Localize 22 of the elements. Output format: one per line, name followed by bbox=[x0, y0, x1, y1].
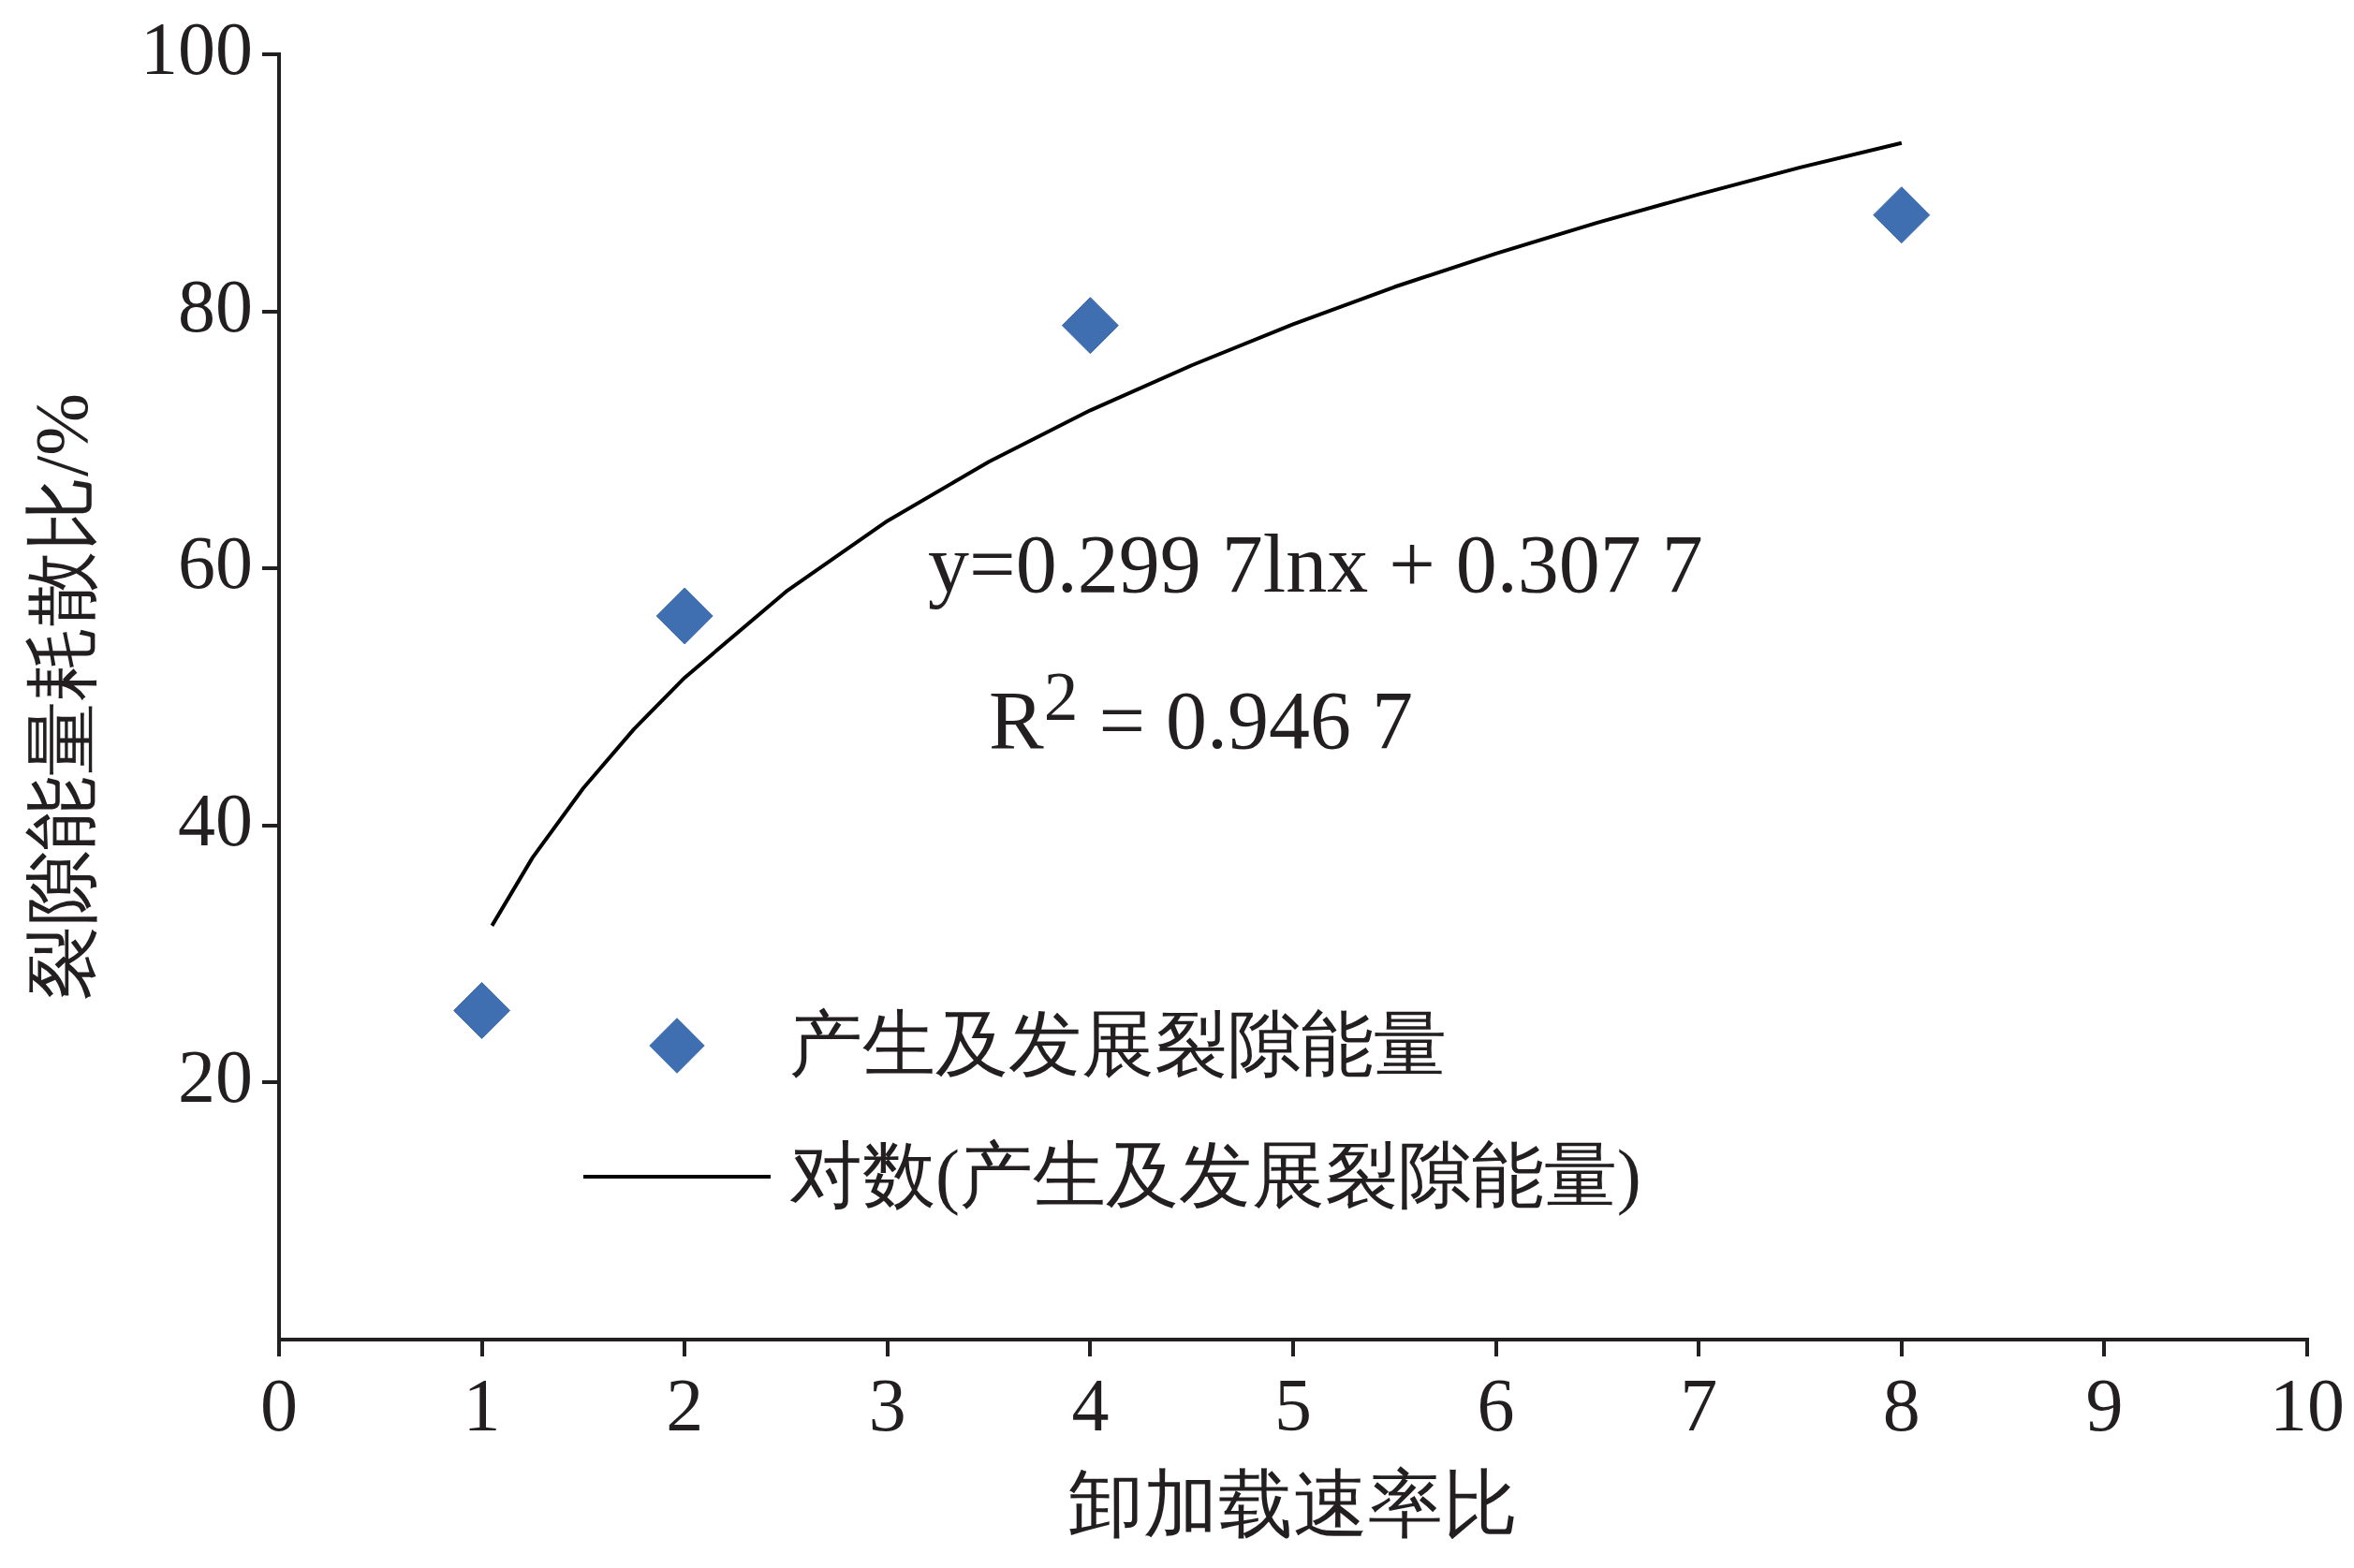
x-tick-label: 8 bbox=[1882, 1364, 1920, 1447]
annotation: R$^{2}$ = 0.946 7 bbox=[989, 658, 1414, 769]
x-tick-label: 1 bbox=[463, 1364, 501, 1447]
x-tick-label: 0 bbox=[260, 1364, 298, 1447]
x-tick-label: 5 bbox=[1274, 1364, 1312, 1447]
x-axis-title: 卸加载速率比 bbox=[1068, 1463, 1518, 1546]
y-tick-label: 40 bbox=[178, 778, 253, 861]
y-tick-label: 60 bbox=[178, 521, 253, 605]
x-tick-label: 3 bbox=[868, 1364, 906, 1447]
y-axis-title: 裂隙能量耗散比/% bbox=[21, 393, 104, 1001]
legend-label: 产生及发展裂隙能量 bbox=[788, 1003, 1447, 1088]
x-tick-label: 6 bbox=[1477, 1364, 1515, 1447]
y-tick-label: 100 bbox=[140, 7, 253, 91]
annotation: y=0.299 7lnx + 0.307 7 bbox=[928, 518, 1703, 612]
x-tick-label: 4 bbox=[1071, 1364, 1110, 1447]
y-tick-label: 80 bbox=[178, 264, 253, 347]
x-tick-label: 7 bbox=[1680, 1364, 1718, 1447]
y-tick-label: 20 bbox=[178, 1035, 253, 1119]
x-tick-label: 10 bbox=[2270, 1364, 2345, 1447]
x-tick-label: 9 bbox=[2085, 1364, 2124, 1447]
legend-label: 对数(产生及发展裂隙能量) bbox=[788, 1134, 1641, 1219]
x-tick-label: 2 bbox=[666, 1364, 704, 1447]
